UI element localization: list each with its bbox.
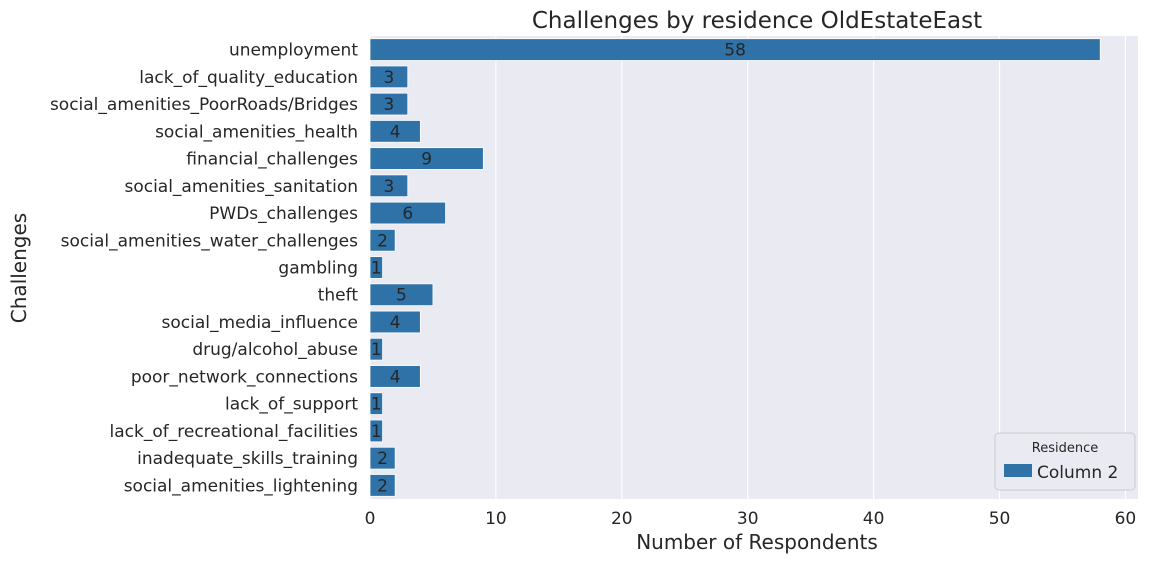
x-tick-label: 40	[863, 509, 885, 529]
chart-title: Challenges by residence OldEstateEast	[532, 8, 982, 34]
bar	[369, 365, 421, 388]
bar	[369, 228, 396, 252]
x-tick-label: 30	[737, 509, 759, 529]
category-label: social_amenities_sanitation	[124, 177, 358, 197]
legend: Residence Column 2	[994, 432, 1136, 491]
bar	[369, 419, 383, 443]
category-label: drug/alcohol_abuse	[192, 340, 358, 360]
bar-value-label: 5	[396, 286, 407, 306]
bar-value-label: 58	[724, 41, 746, 61]
bar-value-label: 1	[371, 422, 382, 442]
x-axis-label: Number of Respondents	[636, 530, 878, 554]
x-tick-label: 20	[611, 509, 633, 529]
category-label: lack_of_quality_education	[139, 68, 358, 88]
x-tick-label: 60	[1115, 509, 1137, 529]
gridlines	[369, 36, 1127, 499]
bar-value-label: 3	[383, 177, 394, 197]
x-tick-label: 10	[485, 509, 507, 529]
bar	[369, 174, 409, 198]
bar	[369, 310, 421, 334]
category-label: lack_of_support	[225, 395, 358, 415]
bar	[369, 65, 409, 89]
bar	[369, 92, 409, 116]
category-label: theft	[318, 286, 359, 306]
bar-value-label: 2	[377, 231, 388, 251]
bar	[369, 392, 383, 415]
category-label: social_amenities_health	[155, 122, 358, 142]
legend-swatch	[1004, 464, 1032, 477]
bar-value-label: 3	[383, 95, 394, 115]
bar-value-label: 2	[377, 476, 388, 496]
category-labels: unemployment lack_of_quality_educationsoc…	[50, 41, 358, 497]
plot-area	[370, 36, 1138, 499]
legend-title: Residence	[1032, 441, 1098, 456]
category-label: poor_network_connections	[131, 367, 358, 387]
bar	[369, 38, 1101, 61]
bar	[369, 147, 484, 170]
bar-value-label: 1	[371, 395, 382, 415]
category-label: social_media_influence	[162, 313, 358, 333]
category-label: financial_challenges	[186, 150, 358, 170]
category-label: PWDs_challenges	[209, 204, 358, 224]
category-label: social_amenities_lightening	[124, 476, 358, 496]
bar-value-label: 1	[371, 340, 382, 360]
bar-value-label: 3	[383, 68, 394, 88]
bar-value-label: 6	[402, 204, 413, 224]
bar	[369, 474, 396, 497]
bar-value-label: 9	[421, 150, 432, 170]
bar-value-label: 4	[390, 313, 401, 333]
bar	[369, 446, 396, 470]
bars	[369, 38, 1101, 497]
category-label: social_amenities_water_challenges	[61, 231, 359, 251]
category-label: unemployment	[229, 41, 358, 61]
y-axis-label: Challenges	[7, 213, 31, 323]
category-label: inadequate_skills_training	[137, 449, 358, 469]
x-tick-labels: 0 10 20 30 40 50 60	[365, 509, 1137, 529]
category-label: lack_of_recreational_facilities	[110, 422, 359, 442]
bar-value-label: 1	[371, 259, 382, 279]
bar	[369, 283, 434, 307]
bar	[369, 201, 446, 225]
bar	[369, 256, 383, 279]
bar	[369, 337, 383, 361]
bar	[369, 120, 421, 143]
bar-value-label: 2	[377, 449, 388, 469]
category-label: social_amenities_PoorRoads/Bridges	[50, 95, 358, 115]
legend-label: Column 2	[1037, 463, 1118, 483]
bar-value-label: 4	[390, 367, 401, 387]
bar-value-label: 4	[390, 122, 401, 142]
x-tick-label: 50	[989, 509, 1011, 529]
category-label: gambling	[278, 259, 358, 279]
x-tick-label: 0	[365, 509, 376, 529]
